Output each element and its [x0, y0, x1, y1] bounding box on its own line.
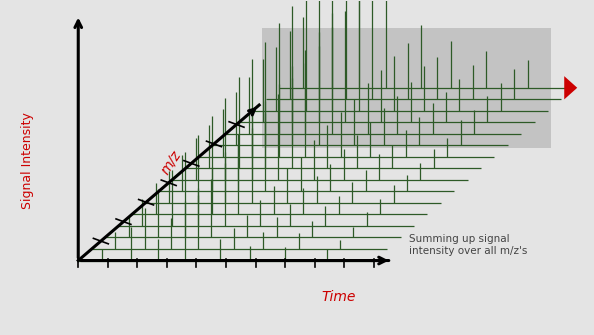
Polygon shape [564, 76, 577, 99]
Text: Signal Intensity: Signal Intensity [21, 113, 34, 209]
Text: Time: Time [321, 290, 356, 305]
Text: m/z: m/z [158, 148, 184, 177]
FancyBboxPatch shape [261, 28, 551, 147]
Text: Summing up signal
intensity over all m/z's: Summing up signal intensity over all m/z… [409, 234, 527, 256]
